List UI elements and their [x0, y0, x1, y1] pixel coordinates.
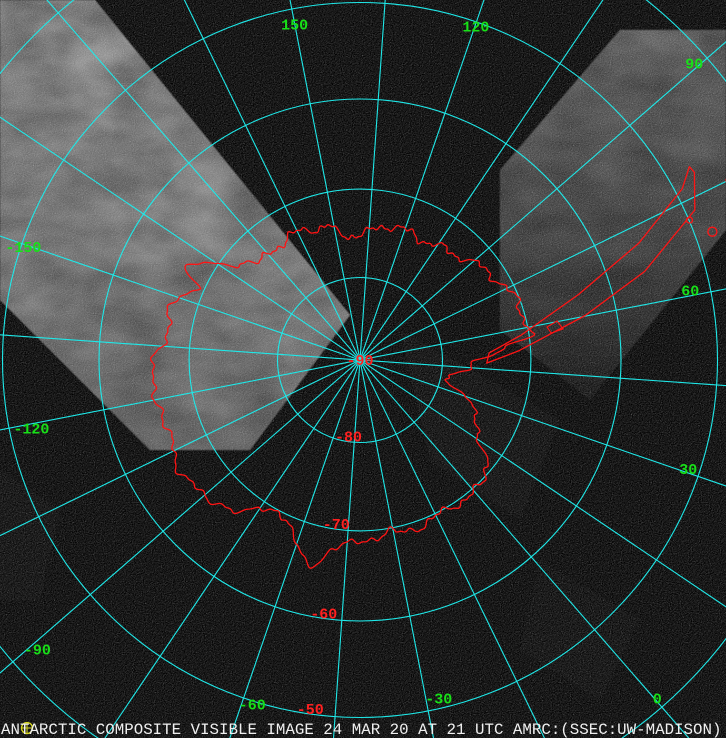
svg-text:90: 90 [685, 57, 703, 74]
svg-text:-120: -120 [13, 421, 49, 438]
svg-text:-90: -90 [24, 643, 51, 660]
svg-text:ANTARCTIC COMPOSITE VISIBLE IM: ANTARCTIC COMPOSITE VISIBLE IMAGE 24 MAR… [1, 721, 721, 738]
svg-text:-50: -50 [297, 702, 324, 719]
svg-text:60: 60 [681, 284, 699, 301]
svg-text:-60: -60 [310, 607, 337, 624]
svg-text:-150: -150 [5, 240, 41, 257]
svg-text:-70: -70 [323, 517, 350, 534]
svg-text:120: 120 [462, 19, 489, 36]
svg-text:-60: -60 [239, 697, 266, 714]
svg-text:-80: -80 [335, 430, 362, 447]
svg-text:-90: -90 [346, 353, 373, 370]
svg-text:150: 150 [281, 17, 308, 34]
svg-text:-30: -30 [425, 691, 452, 708]
svg-text:30: 30 [679, 462, 697, 479]
svg-text:0: 0 [653, 691, 662, 708]
